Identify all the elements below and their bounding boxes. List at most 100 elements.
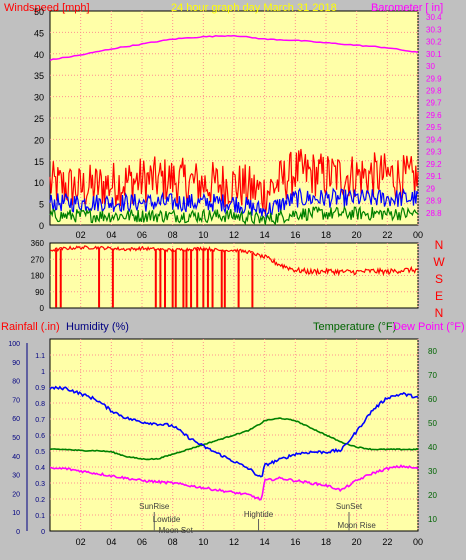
barometer-tick-label: 30.2	[426, 38, 442, 47]
rainfall-tick-label: 0.9	[35, 385, 45, 392]
temperature-line	[49, 417, 419, 461]
rainfall-tick-label: 0.2	[35, 497, 45, 504]
x-tick-label: 02	[76, 230, 86, 240]
sunset-label: SunSet	[336, 502, 363, 511]
top-series	[49, 34, 419, 226]
sunrise-label: SunRise	[139, 502, 170, 511]
x-tick-label: 08	[168, 537, 178, 547]
humidity-tick-label: 20	[12, 491, 20, 498]
barometer-tick-label: 29.3	[426, 148, 442, 157]
direction-tick-label: 0	[40, 304, 45, 313]
humidity-tick-label: 60	[12, 416, 20, 423]
humidity-line	[49, 385, 419, 478]
top-x-ticks: 02 04 06 08 10 12 14 16 18 20 22 00	[76, 230, 423, 240]
rainfall-tick-label: 1	[41, 369, 45, 376]
humidity-tick-label: 10	[12, 510, 20, 517]
windspeed-axis-label: Windspeed [mph]	[4, 2, 90, 14]
humidity-ticks: 0 10 20 30 40 50 60 70 80 90 100 0 0.1 0.2 0.3 0.4 0.5 0.…	[8, 341, 437, 536]
x-tick-label: 10	[198, 230, 208, 240]
temperature-tick-label: 50	[428, 419, 437, 428]
x-tick-label: 00	[413, 537, 423, 547]
humidity-tick-label: 50	[12, 435, 20, 442]
windspeed-tick-label: 30	[34, 93, 44, 103]
direction-tick-label: 270	[31, 255, 45, 264]
dewpoint-axis-label: Dew Point (°F)	[393, 321, 465, 333]
compass-letter: S	[435, 272, 443, 286]
series-line-blue	[49, 187, 419, 220]
x-tick-label: 06	[137, 537, 147, 547]
x-tick-label: 18	[321, 537, 331, 547]
barometer-tick-label: 30.1	[426, 50, 442, 59]
rainfall-tick-label: 0.6	[35, 433, 45, 440]
barometer-tick-label: 28.8	[426, 209, 442, 218]
temperature-tick-label: 20	[428, 491, 437, 500]
windspeed-tick-label: 40	[34, 50, 44, 60]
bottom-x-ticks: 02 04 06 08 10 12 14 16 18 20 22 00	[76, 537, 423, 547]
x-tick-label: 14	[260, 537, 270, 547]
x-tick-label: 12	[229, 230, 239, 240]
x-tick-label: 18	[321, 230, 331, 240]
barometer-axis-label: Barometer [ in]	[371, 2, 443, 14]
humidity-series	[49, 385, 419, 501]
barometer-tick-label: 29.5	[426, 123, 442, 132]
windspeed-tick-label: 35	[34, 71, 44, 81]
windspeed-tick-label: 25	[34, 114, 44, 124]
temperature-tick-label: 60	[428, 395, 437, 404]
lowtide-label: Lowtide	[153, 515, 181, 524]
rainfall-tick-label: 0.4	[35, 465, 45, 472]
temperature-tick-label: 40	[428, 443, 437, 452]
direction-series	[49, 245, 419, 308]
barometer-tick-label: 29.2	[426, 160, 442, 169]
x-tick-label: 22	[382, 537, 392, 547]
x-tick-label: 04	[106, 537, 116, 547]
compass-letter: N	[435, 306, 444, 320]
series-line-green	[49, 205, 419, 226]
direction-tick-label: 90	[35, 288, 44, 297]
humidity-tick-label: 40	[12, 454, 20, 461]
series-line-red	[49, 148, 419, 215]
barometer-tick-label: 29.7	[426, 99, 442, 108]
rainfall-axis-label: Rainfall (.in)	[1, 321, 60, 333]
hightide-label: Hightide	[244, 510, 274, 519]
barometer-tick-label: 28.9	[426, 197, 442, 206]
barometer-line	[49, 34, 419, 61]
rainfall-tick-label: 0.7	[35, 417, 45, 424]
x-tick-label: 12	[229, 537, 239, 547]
rainfall-tick-label: 0.3	[35, 481, 45, 488]
wind-direction-line	[49, 245, 419, 277]
moonset-label: Moon Set	[159, 526, 194, 535]
windspeed-ticks: 0 5 10 15 20 25 30 35 40 45 50	[34, 7, 44, 231]
barometer-tick-label: 29.4	[426, 135, 442, 144]
x-tick-label: 22	[382, 230, 392, 240]
barometer-tick-label: 30	[426, 62, 435, 71]
humidity-axis-label: Humidity (%)	[66, 321, 129, 333]
barometer-tick-label: 30.3	[426, 25, 442, 34]
x-tick-label: 08	[168, 230, 178, 240]
direction-tick-label: 360	[31, 239, 45, 248]
rainfall-tick-label: 1.1	[35, 353, 45, 360]
rainfall-tick-label: 0.1	[35, 513, 45, 520]
x-tick-label: 06	[137, 230, 147, 240]
humidity-tick-label: 0	[16, 529, 20, 536]
windspeed-tick-label: 15	[34, 157, 44, 167]
humidity-tick-label: 90	[12, 360, 20, 367]
barometer-tick-label: 29.6	[426, 111, 442, 120]
x-tick-label: 10	[198, 537, 208, 547]
x-tick-label: 04	[106, 230, 116, 240]
windspeed-tick-label: 5	[39, 200, 44, 210]
temperature-tick-label: 70	[428, 371, 437, 380]
windspeed-tick-label: 20	[34, 135, 44, 145]
barometer-ticks: 28.8 28.9 29 29.1 29.2 29.3 29.4 29.5 29.6 29.7 29…	[426, 13, 442, 218]
x-tick-label: 16	[290, 230, 300, 240]
x-tick-label: 00	[413, 230, 423, 240]
windspeed-tick-label: 45	[34, 28, 44, 38]
barometer-tick-label: 30.4	[426, 13, 442, 22]
compass-letter: E	[435, 289, 443, 303]
rainfall-tick-label: 0	[41, 529, 45, 536]
barometer-tick-label: 29	[426, 184, 435, 193]
compass-letter: N	[435, 238, 444, 252]
x-tick-label: 16	[290, 537, 300, 547]
